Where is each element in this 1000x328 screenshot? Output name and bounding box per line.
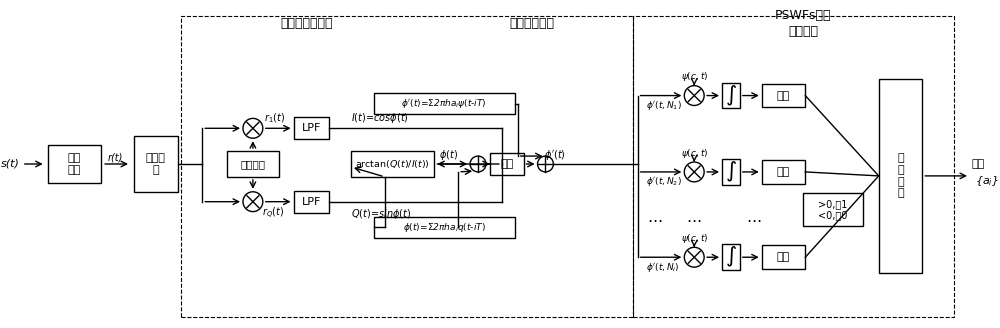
Text: …: … xyxy=(647,210,662,225)
Text: 高斯
信道: 高斯 信道 xyxy=(68,153,81,175)
Text: $\int$: $\int$ xyxy=(725,84,737,108)
Bar xyxy=(134,136,178,192)
Bar xyxy=(351,151,434,177)
Bar xyxy=(48,145,101,183)
Text: arctan($Q(t)$/$I(t)$): arctan($Q(t)$/$I(t)$) xyxy=(355,158,430,170)
Text: s(t): s(t) xyxy=(0,159,19,169)
Bar xyxy=(722,83,740,109)
Text: >0,判1
<0,判0: >0,判1 <0,判0 xyxy=(818,199,848,220)
Circle shape xyxy=(684,162,704,182)
Text: 判决: 判决 xyxy=(777,167,790,177)
Text: $\phi'(t,N_2)$: $\phi'(t,N_2)$ xyxy=(646,175,682,188)
Bar xyxy=(227,151,279,177)
Text: $\phi'(t)$=$\Sigma$2$\pi ha_i\psi(t$-$iT)$: $\phi'(t)$=$\Sigma$2$\pi ha_i\psi(t$-$iT… xyxy=(401,97,487,110)
Text: $I(t)$=cos$\phi(t)$: $I(t)$=cos$\phi(t)$ xyxy=(351,112,409,125)
Bar xyxy=(762,160,805,184)
Text: {$a_i$}: {$a_i$} xyxy=(975,174,999,188)
Text: $\psi(c,t)$: $\psi(c,t)$ xyxy=(681,147,708,160)
Circle shape xyxy=(243,192,263,212)
Text: $\psi(c,t)$: $\psi(c,t)$ xyxy=(681,232,708,245)
Bar xyxy=(762,245,805,269)
Circle shape xyxy=(538,156,553,172)
Bar xyxy=(633,16,954,317)
Text: …: … xyxy=(746,210,761,225)
Text: $\phi'(t)$: $\phi'(t)$ xyxy=(544,148,566,162)
Bar xyxy=(722,159,740,185)
Text: $r_1(t)$: $r_1(t)$ xyxy=(264,112,285,125)
Text: LPF: LPF xyxy=(302,197,321,207)
Bar xyxy=(722,244,740,270)
Text: 基带信号处理: 基带信号处理 xyxy=(510,17,555,30)
Circle shape xyxy=(684,247,704,267)
Text: 求导: 求导 xyxy=(500,159,513,169)
Bar xyxy=(803,193,863,226)
Text: $\int$: $\int$ xyxy=(725,160,737,184)
Text: 载波相干、滤波: 载波相干、滤波 xyxy=(280,17,333,30)
Text: 小波去
噪: 小波去 噪 xyxy=(146,153,166,175)
Bar xyxy=(490,153,524,175)
Circle shape xyxy=(684,86,704,106)
Text: $Q(t)$=sin$\phi(t)$: $Q(t)$=sin$\phi(t)$ xyxy=(351,207,411,221)
Text: …: … xyxy=(687,210,702,225)
Bar xyxy=(294,191,329,213)
Bar xyxy=(762,84,805,108)
Text: PSWFs波形
相干解调: PSWFs波形 相干解调 xyxy=(775,9,832,38)
Text: $\phi(t)$=$\Sigma$2$\pi ha_iq(t$-$iT)$: $\phi(t)$=$\Sigma$2$\pi ha_iq(t$-$iT)$ xyxy=(403,221,486,234)
Text: r(t): r(t) xyxy=(107,152,123,162)
Bar xyxy=(374,92,515,114)
Text: 并
串
转
换: 并 串 转 换 xyxy=(897,154,904,198)
Text: $r_Q(t)$: $r_Q(t)$ xyxy=(262,206,284,221)
Text: 相干载波: 相干载波 xyxy=(240,159,265,169)
Circle shape xyxy=(470,156,486,172)
Text: LPF: LPF xyxy=(302,123,321,133)
Circle shape xyxy=(243,118,263,138)
Text: $\phi(t)$: $\phi(t)$ xyxy=(439,148,458,162)
Bar xyxy=(879,79,922,273)
Text: $\psi(c,t)$: $\psi(c,t)$ xyxy=(681,70,708,83)
Text: 判决: 判决 xyxy=(777,91,790,101)
Text: 数据: 数据 xyxy=(972,159,985,169)
Bar xyxy=(294,117,329,139)
Bar xyxy=(181,16,633,317)
Text: 判决: 判决 xyxy=(777,252,790,262)
Text: $\phi'(t,N_i)$: $\phi'(t,N_i)$ xyxy=(646,261,679,274)
Text: $\phi'(t,N_1)$: $\phi'(t,N_1)$ xyxy=(646,99,682,112)
Bar xyxy=(374,216,515,238)
Text: $\int$: $\int$ xyxy=(725,245,737,269)
